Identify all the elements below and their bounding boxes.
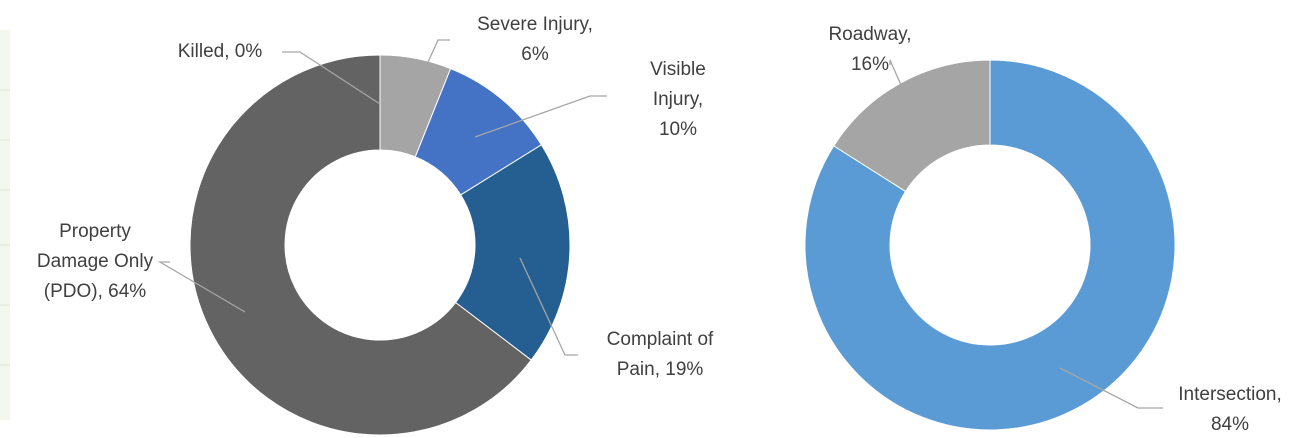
data-label: Property xyxy=(59,221,131,242)
leader-line xyxy=(282,51,381,105)
data-label: Damage Only xyxy=(37,251,154,272)
data-label: Roadway, xyxy=(828,24,911,45)
data-label: 16% xyxy=(851,54,889,75)
leader-line xyxy=(889,59,913,111)
data-label: Complaint of xyxy=(607,329,714,350)
leader-line xyxy=(474,95,607,138)
data-label: 84% xyxy=(1211,414,1249,435)
data-label: Severe Injury, xyxy=(477,14,593,35)
data-label: (PDO), 64% xyxy=(44,281,147,302)
donut-slice xyxy=(454,144,571,361)
leader-line xyxy=(1059,367,1163,409)
data-label: 6% xyxy=(521,44,549,65)
data-label: Killed, 0% xyxy=(178,41,263,62)
data-label: Injury, xyxy=(653,89,703,110)
leader-line xyxy=(519,257,578,356)
donut-slice xyxy=(189,54,532,436)
donut-slice xyxy=(804,59,1176,431)
data-label: Pain, 19% xyxy=(617,359,704,380)
donut-slice xyxy=(833,59,991,193)
leader-line xyxy=(419,39,450,81)
data-label: Intersection, xyxy=(1178,384,1282,405)
leader-line xyxy=(157,261,246,313)
data-label: Visible xyxy=(650,59,706,80)
side-table-edge xyxy=(0,30,10,420)
data-label: 10% xyxy=(659,119,697,140)
